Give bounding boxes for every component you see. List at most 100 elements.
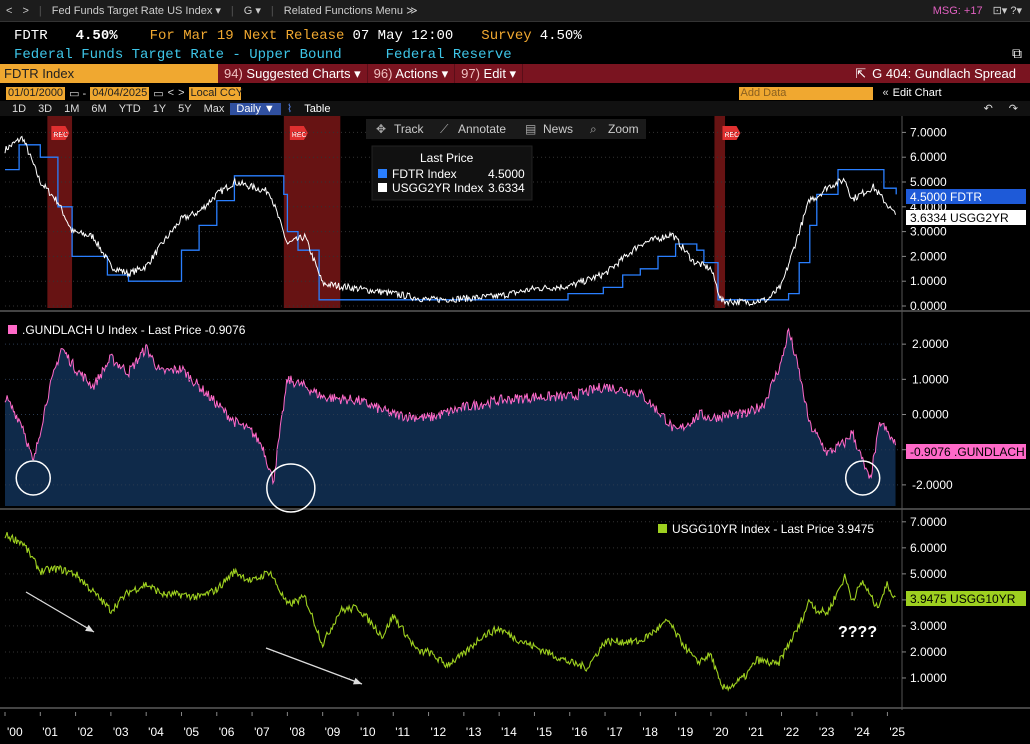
table-button[interactable]: Table [304, 102, 331, 115]
legend: Last Price FDTR Index 4.5000 USGG2YR Index 3… [371, 145, 533, 201]
trend-arrow [25, 591, 95, 633]
x-tick-label: '08 [289, 725, 305, 739]
y-tick-label: 5.0000 [910, 175, 947, 189]
x-tick-label: '22 [784, 725, 800, 739]
range-6m[interactable]: 6M [91, 102, 107, 115]
frequency-selector[interactable]: Daily ▼ [230, 102, 281, 115]
range-1m[interactable]: 1M [64, 102, 80, 115]
x-tick-label: '20 [713, 725, 729, 739]
x-tick-label: '23 [819, 725, 835, 739]
last-price: 4.50% [75, 28, 118, 44]
undo-icon[interactable]: ↶ [983, 103, 993, 115]
gundlach-tag-bg [906, 444, 1026, 459]
x-tick-label: '13 [466, 725, 482, 739]
recession-band [47, 116, 73, 308]
x-tick-label: '09 [325, 725, 341, 739]
y-tick-label: 0.0000 [910, 299, 947, 313]
recession-marker: REC [51, 126, 70, 140]
y-tick-label: 0.0000 [912, 408, 949, 422]
g-menu[interactable]: G ▾ [243, 5, 261, 17]
tools-bg [366, 119, 646, 139]
back-button[interactable]: < [6, 4, 13, 17]
y-tick-label: 2.0000 [910, 249, 947, 263]
legend-series-value: 4.5000 [488, 167, 525, 181]
edit-button[interactable]: 97) Edit ▾ [455, 64, 524, 83]
x-tick-label: '07 [254, 725, 270, 739]
news-button[interactable]: News [543, 122, 573, 136]
legend-swatch [378, 183, 387, 192]
gundlach-legend: .GUNDLACH U Index - Last Price -0.9076 [22, 323, 246, 337]
forward-button[interactable]: > [22, 4, 29, 17]
legend-box [371, 145, 533, 201]
description-line: Federal Funds Target Rate - Upper Bound … [0, 46, 1030, 64]
edit-chart-button[interactable]: Edit Chart [892, 87, 942, 99]
rec-flag [51, 126, 70, 140]
track-button[interactable]: Track [394, 122, 425, 136]
actions-label: Actions ▾ [395, 66, 449, 81]
zoom-button[interactable]: Zoom [608, 122, 639, 136]
command-bar: FDTR Index 94) Suggested Charts ▾ 96) Ac… [0, 64, 1030, 83]
legend-swatch [378, 169, 387, 178]
y-tick-label: 1.0000 [910, 274, 947, 288]
external-link-icon[interactable]: ⇱ [855, 65, 867, 81]
usgg10yr-swatch [658, 524, 667, 533]
ticker: FDTR [14, 28, 48, 44]
rec-flag [289, 126, 308, 140]
calendar-icon[interactable]: ▭ [153, 87, 164, 100]
suggested-label: Suggested Charts ▾ [246, 66, 361, 81]
range-selector: 1D 3D 1M 6M YTD 1Y 5Y Max Daily ▼ ⌇ Tabl… [0, 101, 1030, 116]
range-3d[interactable]: 3D [38, 102, 53, 115]
recession-marker: REC [289, 126, 308, 140]
rec-flag [722, 126, 741, 140]
redo-icon[interactable]: ↷ [1008, 103, 1018, 115]
range-1y[interactable]: 1Y [152, 102, 167, 115]
legend-series-value: 3.6334 [488, 181, 525, 195]
y-tick-label: -2.0000 [912, 478, 953, 492]
security-selector[interactable]: Fed Funds Target Rate US Index ▾ [51, 5, 221, 17]
y-tick-label: 1.0000 [910, 671, 947, 685]
x-tick-label: '16 [572, 725, 588, 739]
x-tick-label: '25 [889, 725, 905, 739]
rec-label: REC [724, 132, 739, 139]
range-1d[interactable]: 1D [12, 102, 27, 115]
y-tick-label: 1.0000 [912, 372, 949, 386]
collapse-icon[interactable]: « [882, 87, 889, 99]
currency-selector[interactable]: Local CCY [188, 86, 244, 100]
end-date-field[interactable]: 04/04/2025 [90, 86, 150, 100]
range-ytd[interactable]: YTD [118, 102, 141, 115]
series-source: Federal Reserve [385, 47, 512, 63]
suggested-charts-button[interactable]: 94) Suggested Charts ▾ [218, 64, 368, 83]
usgg10yr-legend: USGG10YR Index - Last Price 3.9475 [672, 522, 874, 536]
x-tick-label: '15 [536, 725, 552, 739]
x-tick-label: '03 [113, 725, 129, 739]
trend-arrowhead [353, 677, 362, 685]
track-icon: ✥ [376, 122, 386, 136]
date-separator: ▭ - [69, 87, 87, 100]
chart-type-icon[interactable]: ⌇ [286, 103, 293, 115]
window-controls[interactable]: ⊡▾ ?▾ [992, 5, 1022, 17]
date-range-bar: 01/01/2000 ▭ - 04/04/2025 ▭ < > Local CC… [0, 86, 1030, 100]
question-annotation: ???? [838, 624, 877, 641]
range-5y[interactable]: 5Y [178, 102, 192, 115]
related-functions-menu[interactable]: Related Functions Menu ≫ [283, 5, 418, 17]
y-tick-label: 7.0000 [910, 125, 947, 139]
usgg10yr-tag: 3.9475 USGG10YR [910, 592, 1016, 606]
prev-period-button[interactable]: < [167, 87, 175, 99]
next-release-label: Next Release [243, 28, 345, 44]
start-date-field[interactable]: 01/01/2000 [6, 86, 66, 100]
security-field[interactable]: FDTR Index [0, 64, 218, 83]
annotate-button[interactable]: Annotate [458, 122, 506, 136]
range-max[interactable]: Max [203, 102, 225, 115]
rec-label: REC [292, 132, 307, 139]
messages-badge[interactable]: MSG: +17 [932, 4, 983, 17]
next-period-button[interactable]: > [178, 87, 185, 99]
legend-title: Last Price [420, 151, 474, 165]
popout-icon[interactable]: ⧉ [1012, 47, 1022, 63]
actions-button[interactable]: 96) Actions ▾ [368, 64, 456, 83]
usgg10yr-tag-bg [906, 591, 1026, 606]
add-data-field[interactable]: Add Data [738, 86, 873, 100]
zoom-icon: ⌕ [590, 122, 597, 136]
recession-band [283, 116, 341, 308]
fdtr-tag-bg [906, 189, 1026, 204]
y-tick-label: 6.0000 [910, 150, 947, 164]
